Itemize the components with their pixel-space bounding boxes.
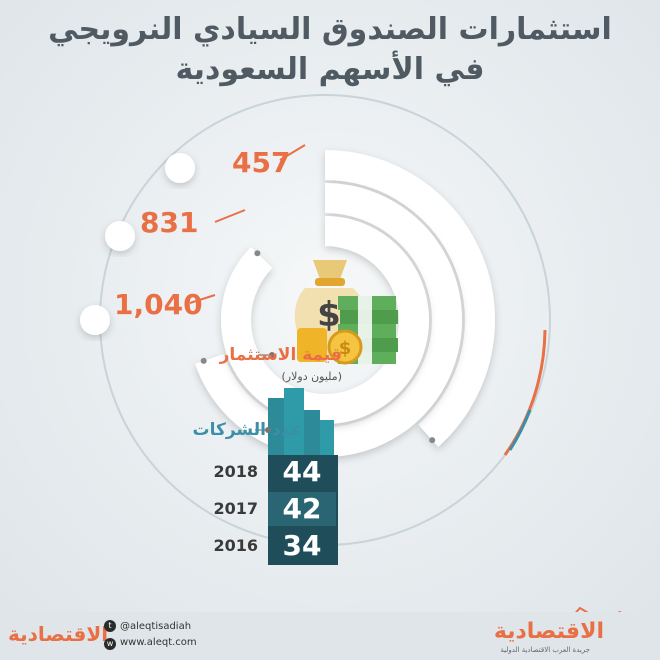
svg-text:$: $	[317, 295, 341, 335]
year-label-2018: 2018	[213, 462, 258, 481]
radial-bar-2018	[324, 150, 495, 447]
radial-bar-2016	[221, 216, 429, 424]
investment-unit-label: (مليون دولار)	[281, 370, 343, 383]
count-cell-2016: 34	[268, 529, 336, 563]
svg-text:$: $	[339, 338, 352, 359]
value-leader-2018	[279, 144, 306, 161]
count-cell-2018: 44	[268, 455, 336, 489]
radial-bar-2017	[195, 183, 462, 457]
bar-end-marker-2016	[254, 250, 261, 257]
coins-icon: $	[297, 328, 363, 365]
website-link[interactable]: www.aleqt.com	[120, 637, 197, 648]
value-label-2017: 831	[140, 206, 199, 239]
value-leader-2016	[189, 294, 216, 304]
value-label-2016: 1,040	[114, 288, 203, 321]
label-knob-2016	[80, 305, 110, 335]
footer-tagline: جريدة العرب الاقتصادية الدولية	[500, 646, 590, 654]
web-icon[interactable]: w	[104, 638, 116, 650]
label-knob-2018	[165, 153, 195, 183]
title-line-1: استثمارات الصندوق السيادي النرويجي	[48, 12, 612, 47]
count-cell-2017: 42	[268, 492, 336, 526]
label-knob-2017	[105, 221, 135, 251]
value-label-2018: 457	[232, 146, 291, 179]
year-label-2016: 2016	[213, 536, 258, 555]
value-leader-2017	[214, 209, 246, 223]
footer-logo-right: الاقتصادية	[493, 619, 604, 644]
companies-label: عدد الشركات	[192, 420, 302, 440]
social-handle[interactable]: @aleqtisadiah	[120, 621, 192, 632]
title-line-2: في الأسهم السعودية	[175, 52, 485, 87]
bar-end-marker-2018	[429, 437, 436, 444]
accent-arc-teal	[508, 409, 532, 451]
investment-label: قيمة الاستثمار	[219, 345, 342, 365]
footer-logo-left: الاقتصادية	[8, 622, 109, 646]
twitter-icon[interactable]: t	[104, 620, 116, 632]
bar-end-marker-2017	[200, 357, 207, 364]
year-label-2017: 2017	[213, 499, 258, 518]
